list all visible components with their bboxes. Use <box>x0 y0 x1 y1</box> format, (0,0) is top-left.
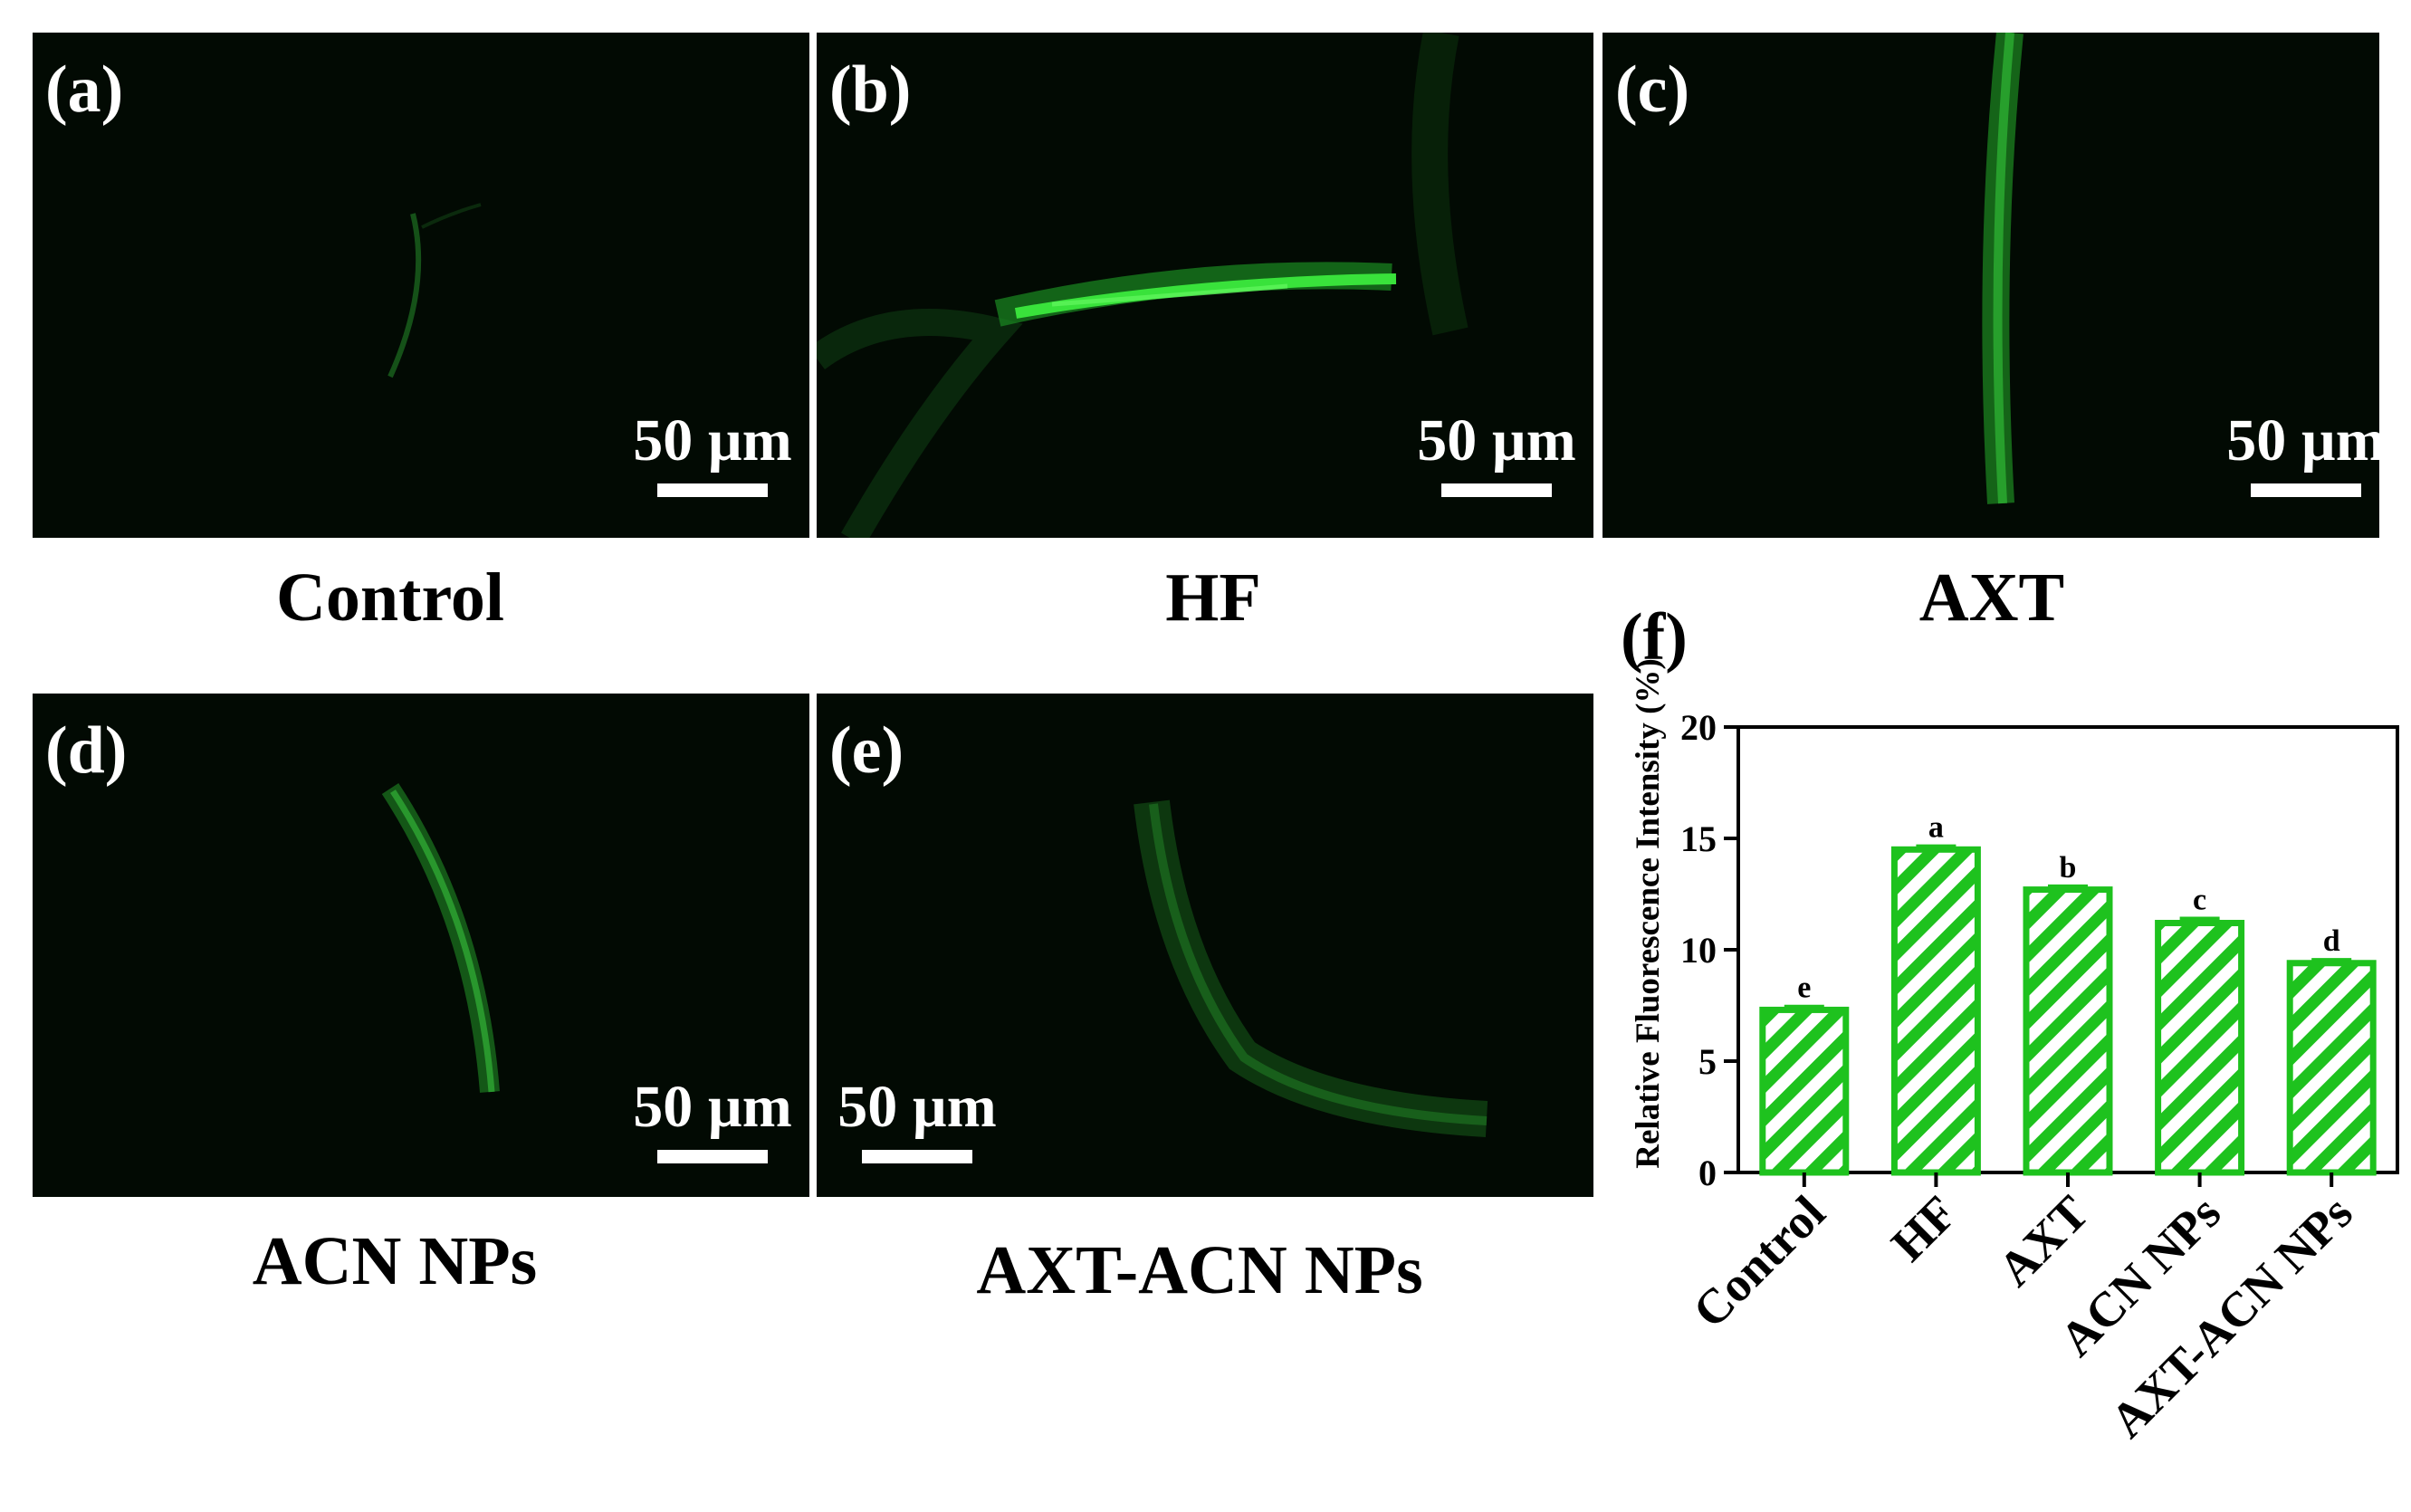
significance-letter: a <box>1928 811 1944 845</box>
bar <box>1759 1006 1850 1176</box>
micrograph-axt-acn-nps: (e) 50 µm <box>817 694 1593 1197</box>
panel-label-b: (b) <box>829 53 912 127</box>
x-tick-label: AXT-ACN NPs <box>2100 1185 2362 1448</box>
caption-acn-nps: ACN NPs <box>252 1223 538 1299</box>
y-tick-label: 10 <box>1680 930 1717 971</box>
scale-text-c: 50 µm <box>2226 407 2379 474</box>
scale-bar-d: 50 µm <box>633 1077 792 1163</box>
y-tick-label: 20 <box>1680 707 1717 748</box>
caption-hf: HF <box>1165 560 1261 636</box>
significance-letter: c <box>2193 884 2206 917</box>
micrograph-hf: (b) 50 µm <box>817 33 1593 538</box>
x-tick-label: HF <box>1880 1185 1966 1271</box>
y-tick-label: 15 <box>1680 818 1717 859</box>
fluorescence-image-axt <box>1982 33 2024 504</box>
scale-text-e: 50 µm <box>837 1074 997 1140</box>
panel-label-a: (a) <box>45 53 124 127</box>
panel-label-c: (c) <box>1615 53 1690 127</box>
y-tick-label: 0 <box>1698 1153 1717 1193</box>
y-tick-label: 5 <box>1698 1041 1717 1082</box>
x-tick-label: Control <box>1682 1185 1835 1338</box>
fluorescence-image-control <box>387 203 482 378</box>
scale-line-a <box>657 483 768 497</box>
x-tick-label: AXT <box>1987 1185 2099 1297</box>
panel-label-d: (d) <box>45 713 128 788</box>
panel-label-f: (f) <box>1621 600 1688 675</box>
scale-text-a: 50 µm <box>633 407 792 474</box>
scale-text-b: 50 µm <box>1417 407 1576 474</box>
fluorescence-image-acn-nps <box>381 782 500 1093</box>
bar <box>2023 886 2113 1176</box>
micrograph-control: (a) 50 µm <box>33 33 809 538</box>
caption-axt: AXT <box>1918 560 2065 636</box>
bar-chart: (f) Relative Fluorescence Intensity (%) … <box>1621 600 2399 1448</box>
scale-bar-e: 50 µm <box>837 1077 997 1163</box>
caption-axt-acn-nps: AXT-ACN NPs <box>976 1232 1423 1308</box>
scale-line-e <box>862 1150 972 1163</box>
scale-bar-b: 50 µm <box>1417 411 1576 497</box>
bar <box>1890 846 1981 1176</box>
micrograph-axt: (c) 50 µm <box>1603 33 2379 538</box>
caption-control: Control <box>276 560 504 636</box>
y-axis-label: Relative Fluorescence Intensity (%) <box>1630 658 1667 1168</box>
significance-letter: b <box>2060 851 2077 885</box>
bar <box>2286 960 2377 1176</box>
significance-letter: e <box>1797 971 1811 1005</box>
panel-label-e: (e) <box>829 713 904 788</box>
bars: e a b c d <box>1759 811 2377 1176</box>
scale-text-d: 50 µm <box>633 1074 792 1140</box>
y-axis-ticks: 0 5 10 15 20 <box>1680 707 1738 1193</box>
scale-line-b <box>1441 483 1552 497</box>
fluorescence-image-axt-acn-nps <box>1134 799 1488 1137</box>
scale-bar-c: 50 µm <box>2226 411 2379 497</box>
significance-letter: d <box>2323 924 2340 958</box>
scale-line-c <box>2251 483 2361 497</box>
scale-line-d <box>657 1150 768 1163</box>
fluorescence-image-hf <box>817 33 1469 538</box>
scale-bar-a: 50 µm <box>633 411 792 497</box>
bar <box>2155 919 2245 1176</box>
micrograph-acn-nps: (d) 50 µm <box>33 694 809 1197</box>
